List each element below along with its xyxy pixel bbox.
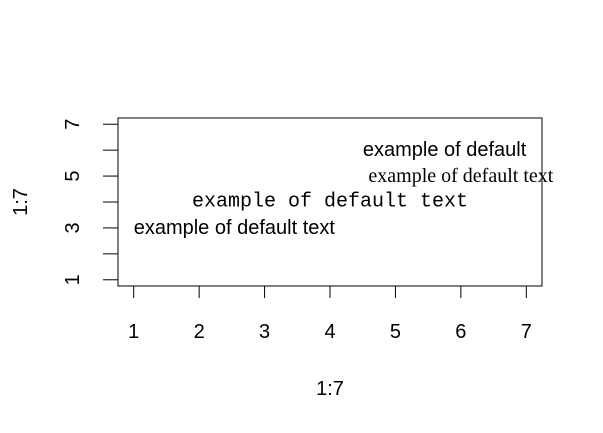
annotations: example of default example of default tex…: [134, 139, 554, 239]
y-tick-label: 5: [62, 171, 84, 182]
annotation-serif: example of default text: [368, 165, 553, 187]
x-tick-label: 5: [390, 321, 401, 343]
annotation-sans: example of default text: [134, 217, 336, 239]
y-axis: 1 3 5 7: [62, 119, 119, 285]
annotation-sans: example of default: [363, 139, 527, 161]
x-tick-label: 6: [455, 321, 466, 343]
x-axis: 1 2 3 4 5 6 7: [128, 285, 532, 343]
y-tick-label: 7: [62, 119, 84, 130]
x-tick-label: 1: [128, 321, 139, 343]
annotation-mono: example of default text: [192, 191, 468, 214]
y-axis-label: 1:7: [10, 188, 32, 216]
x-tick-label: 7: [521, 321, 532, 343]
x-tick-label: 3: [259, 321, 270, 343]
x-tick-label: 2: [194, 321, 205, 343]
x-tick-label: 4: [324, 321, 335, 343]
y-tick-label: 1: [62, 274, 84, 285]
x-axis-label: 1:7: [316, 378, 344, 400]
y-tick-label: 3: [62, 222, 84, 233]
